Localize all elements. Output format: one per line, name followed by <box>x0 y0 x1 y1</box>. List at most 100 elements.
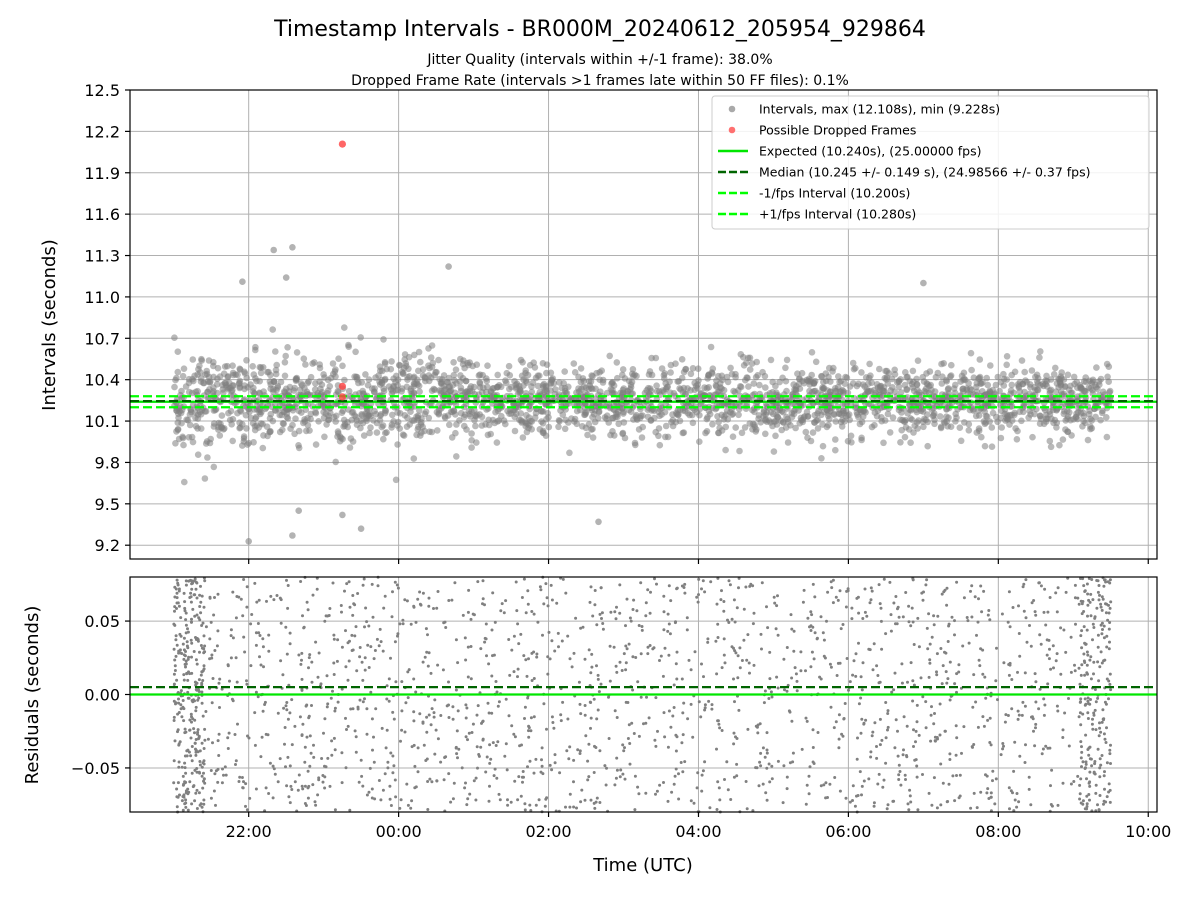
residual-point <box>188 596 192 599</box>
residual-point <box>760 647 763 651</box>
interval-point <box>588 406 595 414</box>
interval-point <box>341 324 348 331</box>
residual-point <box>546 672 550 676</box>
interval-point <box>561 425 569 433</box>
interval-point <box>345 341 352 349</box>
residual-point <box>1083 673 1087 677</box>
interval-point <box>523 428 531 436</box>
residual-point <box>680 741 684 745</box>
residual-point <box>976 725 980 729</box>
interval-point <box>1049 403 1057 411</box>
residual-point <box>223 765 227 769</box>
residual-point <box>785 775 789 779</box>
residual-point <box>313 800 317 804</box>
residual-point <box>789 613 793 617</box>
interval-point <box>468 437 476 444</box>
residual-point <box>953 682 957 686</box>
residual-point <box>850 617 854 621</box>
residual-point <box>815 637 819 641</box>
residual-point <box>632 598 636 602</box>
residual-point <box>1104 602 1107 606</box>
residual-point <box>587 775 591 779</box>
interval-point <box>181 478 188 486</box>
interval-point <box>341 376 348 384</box>
residual-point <box>451 797 455 801</box>
residual-point <box>391 710 395 714</box>
legend-marker <box>728 105 736 113</box>
interval-point <box>1103 433 1111 441</box>
residual-point <box>599 682 603 686</box>
residual-point <box>538 585 542 589</box>
residual-point <box>371 748 374 752</box>
residual-point <box>1086 696 1090 700</box>
residual-point <box>184 771 188 775</box>
interval-point <box>276 411 284 419</box>
residual-point <box>589 585 593 589</box>
residual-point <box>396 586 400 590</box>
interval-point <box>727 364 734 372</box>
residual-point <box>534 803 538 807</box>
residual-point <box>632 732 636 735</box>
interval-point <box>1021 368 1028 376</box>
interval-point <box>959 385 967 393</box>
residual-point <box>1055 610 1059 614</box>
intervals-y-tick-label: 11.6 <box>84 205 120 224</box>
residual-point <box>544 797 548 801</box>
interval-point <box>1014 381 1022 388</box>
residual-point <box>326 756 330 760</box>
residual-point <box>216 592 220 596</box>
residual-point <box>186 696 190 700</box>
residual-point <box>1054 659 1058 663</box>
residual-point <box>517 775 521 779</box>
residual-point <box>192 593 196 597</box>
residual-point <box>864 718 868 722</box>
residual-point <box>1023 704 1027 708</box>
residual-point <box>1056 709 1060 713</box>
interval-point <box>189 438 197 446</box>
interval-point <box>732 424 739 431</box>
interval-point <box>210 362 217 370</box>
interval-point <box>430 385 438 393</box>
residual-point <box>662 610 666 614</box>
residual-point <box>683 591 687 595</box>
residual-point <box>401 622 405 626</box>
residual-point <box>325 674 329 678</box>
residual-point <box>189 620 193 624</box>
interval-point <box>934 369 942 377</box>
interval-point <box>366 429 373 437</box>
residual-point <box>189 591 193 595</box>
residual-point <box>372 760 376 764</box>
residual-point <box>381 649 385 653</box>
residual-point <box>333 706 337 710</box>
interval-point <box>947 373 954 380</box>
residual-point <box>1091 622 1095 626</box>
interval-point <box>194 387 201 395</box>
intervals-y-tick-label: 11.9 <box>84 164 120 183</box>
residual-point <box>612 645 616 649</box>
interval-point <box>968 366 975 374</box>
residual-point <box>513 779 517 783</box>
residual-point <box>193 731 196 735</box>
interval-point <box>309 360 316 367</box>
residual-point <box>492 774 496 778</box>
residual-point <box>851 799 854 802</box>
interval-point <box>886 429 894 436</box>
residual-point <box>1046 682 1050 686</box>
residual-point <box>202 802 206 806</box>
residual-point <box>914 740 917 744</box>
residual-point <box>761 746 765 750</box>
interval-point <box>718 385 725 392</box>
interval-point <box>333 412 340 420</box>
chart-title: Timestamp Intervals - BR000M_20240612_20… <box>273 17 926 42</box>
residual-point <box>776 686 780 690</box>
residual-point <box>474 776 478 780</box>
residual-point <box>299 662 303 666</box>
residual-point <box>847 688 850 692</box>
residual-point <box>927 791 931 795</box>
residual-point <box>189 736 193 740</box>
residual-point <box>512 670 516 674</box>
residual-point <box>425 757 429 761</box>
intervals-y-tick-label: 10.1 <box>84 412 120 431</box>
residual-point <box>628 762 632 766</box>
residual-point <box>550 598 554 602</box>
